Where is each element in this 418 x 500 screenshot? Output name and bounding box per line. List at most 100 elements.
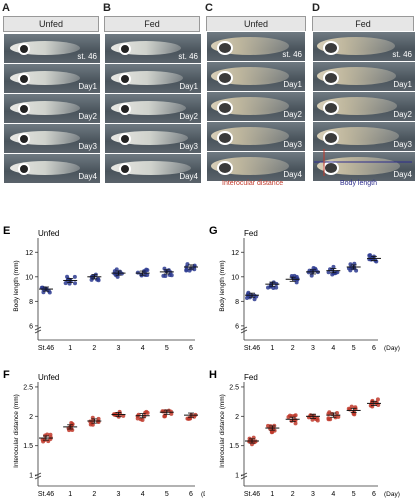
photo-label: Day4 [78,172,97,181]
photo-label: Day4 [283,170,302,179]
photo-b-4: Day4 [104,153,202,184]
chart-title: Unfed [38,229,59,238]
data-point [346,406,351,411]
chart-letter: E [3,225,10,237]
axis-break [240,326,248,334]
photo-label: st. 46 [282,50,302,59]
photo-label: st. 46 [392,50,412,59]
x-tick-label: 6 [372,345,376,352]
x-tick-label: 1 [68,491,72,498]
x-tick-label: 4 [141,491,145,498]
data-point [315,416,320,421]
y-tick-label: 2.5 [229,384,239,391]
data-point [90,422,95,427]
photo-label: Day1 [179,82,198,91]
eye-icon [18,103,30,115]
x-tick-label: 5 [352,345,356,352]
photo-label: Day2 [179,112,198,121]
axis-break [34,472,42,480]
photo-label: Day4 [179,172,198,181]
photo-label: st. 46 [77,52,97,61]
photo-label: Day1 [393,80,412,89]
y-tick-label: 2.5 [23,384,33,391]
data-point [145,273,150,278]
photo-c-2: Day2 [206,91,306,122]
photo-a-4: Day4 [3,153,101,184]
data-point [48,435,53,440]
eye-icon [18,73,30,85]
x-axis-unit: (Day) [384,345,400,352]
eye-icon [323,131,339,145]
chart-letter: F [3,369,10,381]
data-point [143,410,148,415]
eye-icon [18,43,30,55]
panel-c-title: Unfed [206,16,306,32]
eye-icon [323,71,339,85]
x-axis-unit: (Day) [384,491,400,498]
eye-icon [217,161,233,175]
axis-break [240,472,248,480]
panel-a-title: Unfed [3,16,99,32]
photo-label: Day4 [393,170,412,179]
data-point [166,408,171,413]
eye-icon [119,43,131,55]
data-point [73,281,78,286]
panel-b-title: Fed [104,16,200,32]
x-tick-label: 5 [352,491,356,498]
y-tick-label: 10 [231,274,239,281]
x-tick-label: St.46 [38,491,54,498]
panel-letter-d: D [312,2,320,14]
eye-icon [18,133,30,145]
eye-icon [217,71,233,85]
data-point [354,268,359,273]
chart-letter: G [209,225,218,237]
data-point [112,269,117,274]
panel-letter-a: A [2,2,10,14]
data-point [289,414,294,419]
data-point [326,270,331,275]
photo-a-0: st. 46 [3,33,101,64]
photo-label: Day2 [78,112,97,121]
data-point [349,404,354,409]
data-point [375,397,380,402]
eye-icon [119,103,131,115]
photo-b-1: Day1 [104,63,202,94]
x-tick-label: St.46 [244,491,260,498]
photo-label: Day3 [283,140,302,149]
y-tick-label: 1 [29,473,33,480]
x-tick-label: 2 [92,491,96,498]
eye-icon [119,163,131,175]
photo-label: Day2 [283,110,302,119]
x-tick-label: 1 [68,345,72,352]
y-tick-label: 8 [235,299,239,306]
photo-b-2: Day2 [104,93,202,124]
photo-label: Day2 [393,110,412,119]
x-tick-label: St.46 [244,345,260,352]
eye-icon [217,131,233,145]
data-point [376,402,381,407]
legend-body-length: Body length [340,180,377,187]
panel-letter-c: C [205,2,213,14]
y-tick-label: 8 [29,299,33,306]
photo-c-0: st. 46 [206,31,306,62]
y-axis-label: Body length (mm) [13,260,20,311]
chart-letter: H [209,369,217,381]
data-point [309,273,314,278]
photo-d-3: Day3 [312,121,416,152]
tadpole-body [111,161,191,175]
y-tick-label: 12 [231,250,239,257]
photo-c-3: Day3 [206,121,306,152]
data-point [271,286,276,291]
chart-title: Fed [244,229,258,238]
eye-icon [119,133,131,145]
y-tick-label: 1.5 [229,443,239,450]
chart-title: Unfed [38,373,59,382]
data-point [336,414,341,419]
photo-a-3: Day3 [3,123,101,154]
photo-d-2: Day2 [312,91,416,122]
data-point [169,411,174,416]
